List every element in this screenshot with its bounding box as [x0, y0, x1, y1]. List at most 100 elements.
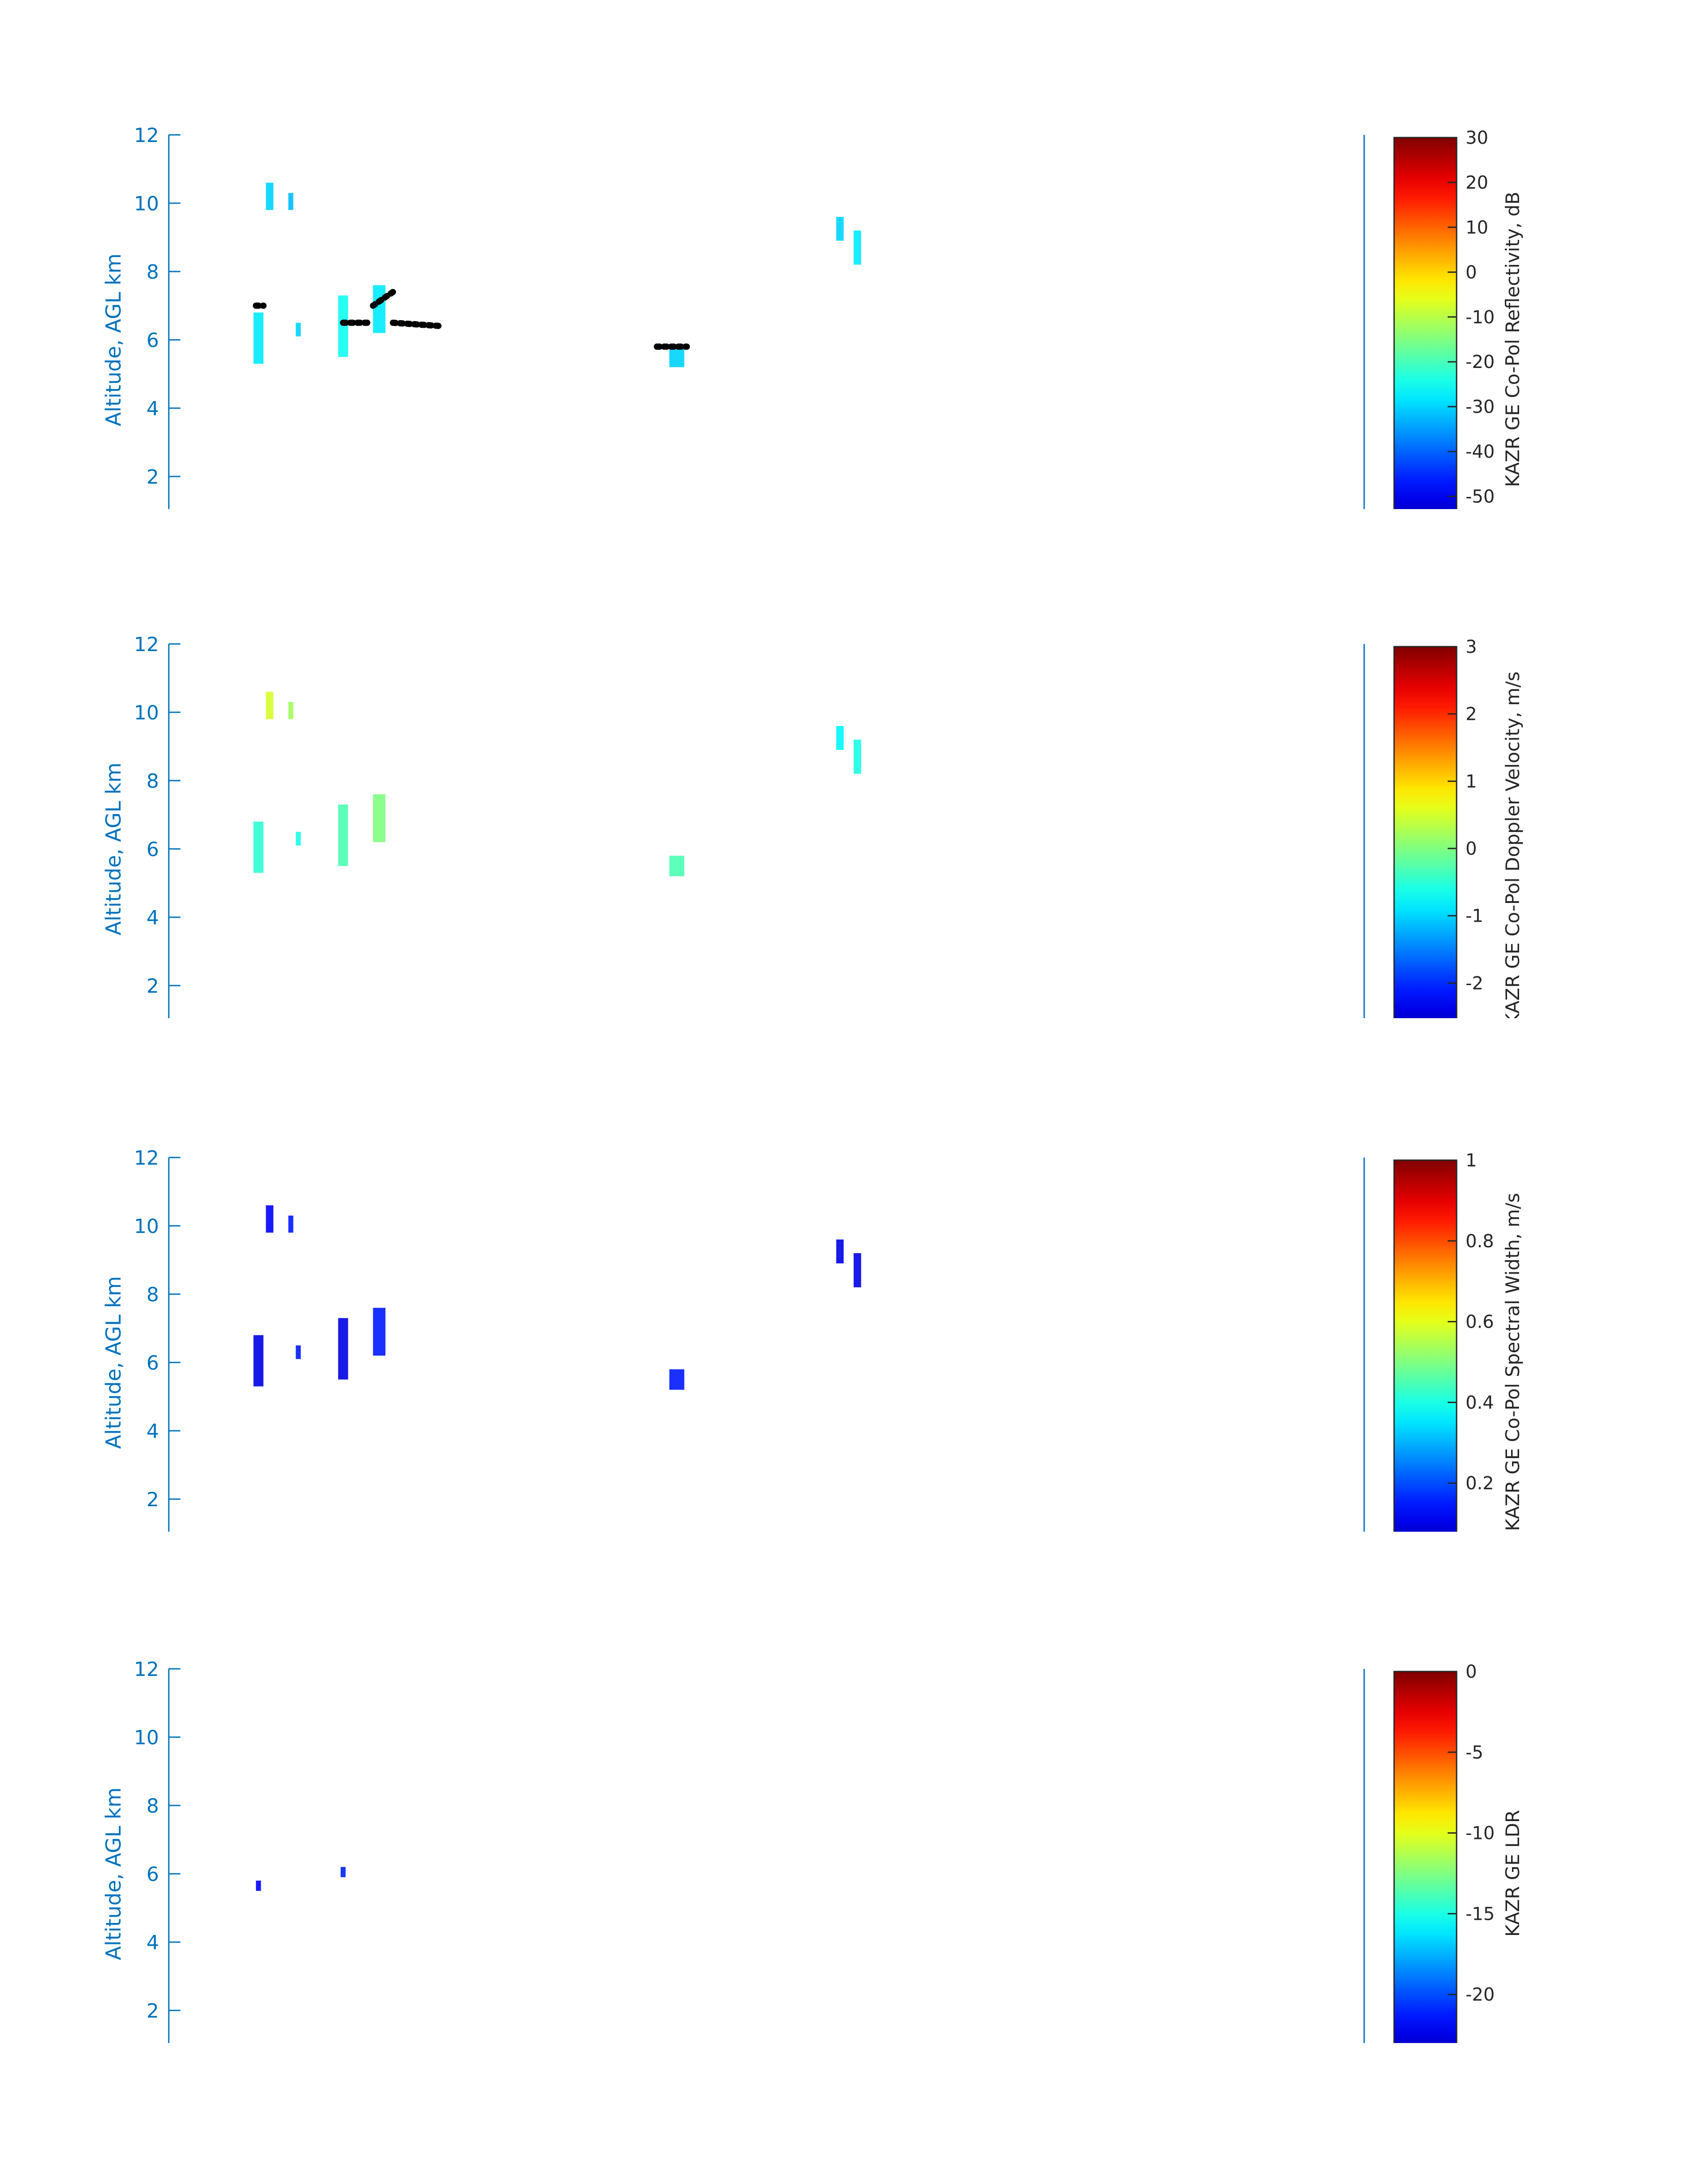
- colorbar-tick-label: 10: [1466, 217, 1488, 238]
- echo-feature-8: [266, 183, 274, 210]
- y-tick-label: 2: [146, 1488, 159, 1511]
- panel-3: 02468101205101520UTC hours on 20250113Al…: [101, 1147, 1524, 1532]
- y-axis-label: Altitude, AGL km: [101, 253, 125, 426]
- echo-feature-9: [288, 193, 293, 210]
- y-tick-label: 8: [146, 770, 159, 793]
- colorbar-tick-label: -15: [1466, 1904, 1495, 1924]
- plot-area: [169, 644, 1364, 1018]
- y-tick-label: 2: [146, 975, 159, 998]
- y-axis-label: Altitude, AGL km: [101, 1276, 125, 1449]
- y-tick-label: 10: [134, 192, 159, 215]
- cloud-base-marker-5: [389, 319, 446, 330]
- colorbar-tick-label: -40: [1466, 442, 1495, 462]
- colorbar-tick-label: -20: [1466, 1985, 1495, 2005]
- colorbar-tick-label: 3: [1466, 637, 1477, 657]
- cloud-base-marker-4: [370, 288, 396, 309]
- echo-feature-8: [266, 1205, 274, 1233]
- y-tick-label: 12: [134, 1658, 159, 1681]
- colorbar-tick-label: 1: [1466, 1150, 1477, 1171]
- plot-area: [169, 1157, 1364, 1532]
- panel-1: 02468101205101520UTC hours on 20250113Al…: [101, 124, 1524, 509]
- y-axis-label: Altitude, AGL km: [101, 762, 125, 935]
- echo-feature-10: [296, 322, 301, 337]
- echo-feature-9: [288, 702, 293, 719]
- colorbar: [1393, 1671, 1457, 2043]
- colorbar-label: KAZR GE LDR: [1502, 1810, 1524, 1937]
- colorbar-tick-label: -30: [1466, 397, 1495, 418]
- y-tick-label: 8: [146, 261, 159, 284]
- panel-2: 02468101205101520UTC hours on 20250113Al…: [101, 633, 1524, 1018]
- y-tick-label: 6: [146, 1352, 159, 1375]
- colorbar-tick-label: 2: [1466, 704, 1477, 725]
- echo-feature-7: [253, 821, 263, 873]
- echo-feature-11: [338, 1318, 348, 1380]
- echo-feature-10: [296, 1345, 301, 1359]
- echo-feature-13: [669, 1369, 685, 1390]
- colorbar-tick-label: 0.6: [1466, 1312, 1494, 1333]
- echo-feature-14: [836, 217, 844, 241]
- echo-feature-7: [253, 312, 263, 364]
- echo-feature-6: [256, 1880, 261, 1891]
- echo-feature-8: [266, 692, 274, 719]
- colorbar-tick-label: 0: [1466, 839, 1477, 859]
- echo-feature-7: [340, 1867, 346, 1877]
- y-tick-label: 2: [146, 2000, 159, 2022]
- colorbar-tick-label: 0: [1466, 262, 1477, 283]
- echo-feature-13: [669, 856, 685, 877]
- colorbar: [1393, 646, 1457, 1018]
- y-tick-label: 8: [146, 1283, 159, 1306]
- colorbar-tick-label: -10: [1466, 1823, 1495, 1844]
- y-tick-label: 4: [146, 907, 159, 929]
- colorbar-tick-label: -10: [1466, 307, 1495, 328]
- y-tick-label: 4: [146, 397, 159, 420]
- y-tick-label: 12: [134, 1147, 159, 1170]
- colorbar-label: KAZR GE Co-Pol Spectral Width, m/s: [1502, 1193, 1524, 1531]
- y-tick-label: 6: [146, 1863, 159, 1886]
- colorbar-tick-label: -1: [1466, 906, 1483, 927]
- colorbar-tick-label: 1: [1466, 771, 1477, 792]
- y-tick-label: 6: [146, 329, 159, 352]
- colorbar-tick-label: 30: [1466, 128, 1488, 148]
- echo-feature-11: [338, 804, 348, 866]
- y-tick-label: 4: [146, 1931, 159, 1954]
- echo-feature-15: [853, 740, 861, 774]
- y-tick-label: 6: [146, 838, 159, 861]
- echo-feature-10: [296, 832, 301, 846]
- colorbar: [1393, 137, 1457, 509]
- echo-feature-12: [373, 794, 386, 842]
- colorbar-tick-label: 0.4: [1466, 1392, 1494, 1413]
- echo-feature-14: [836, 726, 844, 750]
- colorbar-tick-label: 0.2: [1466, 1473, 1494, 1494]
- echo-feature-15: [853, 1253, 861, 1287]
- y-tick-label: 10: [134, 702, 159, 724]
- y-tick-label: 4: [146, 1420, 159, 1443]
- echo-feature-15: [853, 230, 861, 265]
- colorbar: [1393, 1159, 1457, 1532]
- plot-area: [169, 1669, 1364, 2043]
- y-tick-label: 10: [134, 1726, 159, 1749]
- y-axis-label: Altitude, AGL km: [101, 1787, 125, 1960]
- echo-feature-9: [288, 1216, 293, 1233]
- colorbar-label: KAZR GE Co-Pol Reflectivity, dB: [1502, 192, 1524, 487]
- echo-feature-13: [669, 347, 685, 368]
- y-tick-label: 12: [134, 124, 159, 147]
- echo-feature-14: [836, 1239, 844, 1264]
- y-tick-label: 10: [134, 1215, 159, 1238]
- y-tick-label: 2: [146, 466, 159, 489]
- y-tick-label: 8: [146, 1795, 159, 1818]
- echo-feature-11: [338, 295, 348, 357]
- panel-4: 02468101205101520UTC hours on 20250113Al…: [101, 1658, 1524, 2043]
- colorbar-tick-label: -20: [1466, 352, 1495, 372]
- colorbar-tick-label: -2: [1466, 973, 1483, 994]
- colorbar-tick-label: 0.8: [1466, 1231, 1494, 1252]
- y-tick-label: 12: [134, 633, 159, 656]
- colorbar-tick-label: -5: [1466, 1742, 1483, 1763]
- echo-feature-12: [373, 1308, 386, 1356]
- colorbar-tick-label: 20: [1466, 172, 1488, 193]
- colorbar-tick-label: -50: [1466, 487, 1495, 507]
- echo-feature-7: [253, 1335, 263, 1387]
- colorbar-tick-label: 0: [1466, 1662, 1477, 1682]
- echo-feature-12: [373, 285, 386, 333]
- colorbar-label: KAZR GE Co-Pol Doppler Velocity, m/s: [1502, 672, 1524, 1018]
